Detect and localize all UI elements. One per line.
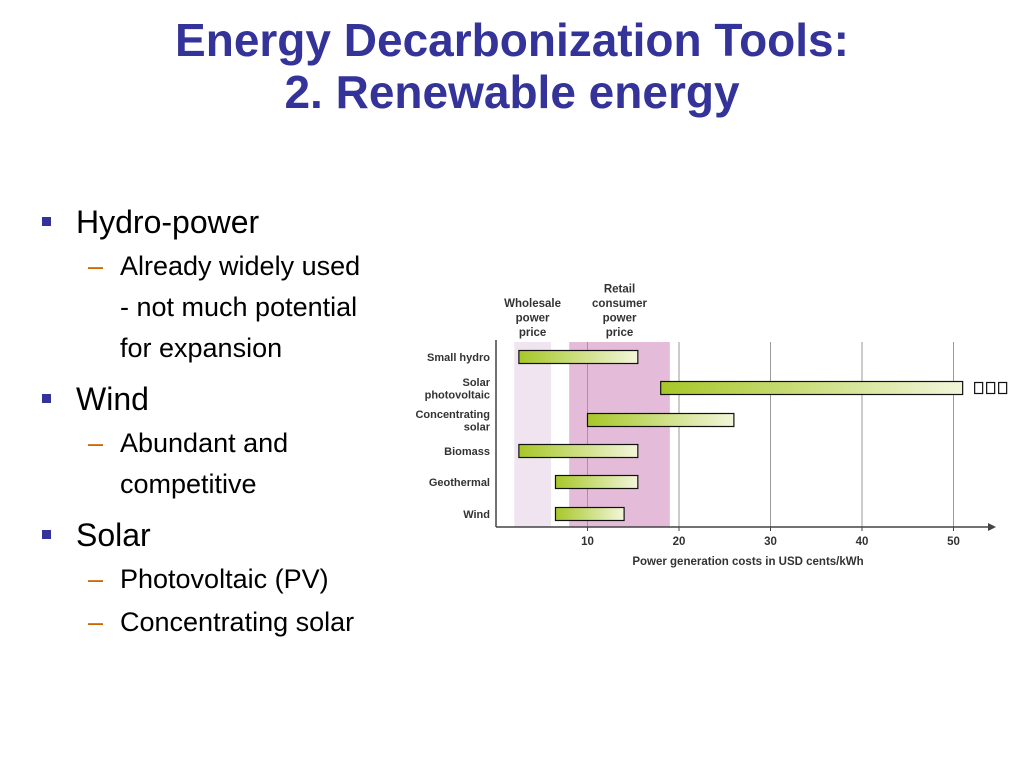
band-label: Wholesale (504, 298, 561, 310)
band-label: power (516, 313, 550, 325)
x-tick-label: 50 (947, 536, 960, 548)
overflow-marker-icon (998, 381, 1008, 395)
slide-title: Energy Decarbonization Tools: 2. Renewab… (0, 14, 1024, 118)
dash-icon: – (88, 607, 104, 637)
slide-title-line-2: 2. Renewable energy (284, 66, 740, 118)
sub-bullet-solar-1: – Photovoltaic (PV) (38, 559, 428, 600)
cost-bar (518, 443, 639, 459)
cost-bar (554, 506, 625, 522)
sub-bullet-wind-1: – Abundant and competitive (38, 423, 428, 505)
band-label: price (606, 327, 634, 339)
x-axis-arrow-icon (988, 523, 996, 531)
x-tick-label: 10 (581, 536, 594, 548)
bullet-label: Solar (76, 517, 151, 553)
dash-icon: – (88, 564, 104, 594)
category-label: solar (464, 421, 491, 433)
sub-bullet-text: Photovoltaic (PV) (120, 564, 329, 594)
x-tick-label: 40 (856, 536, 869, 548)
band-label: Retail (604, 284, 635, 296)
overflow-marker-icon (974, 381, 984, 395)
price-band-wholesale (514, 342, 551, 527)
bullet-solar: Solar (38, 513, 428, 557)
band-label: consumer (592, 298, 647, 310)
bullet-wind: Wind (38, 377, 428, 421)
category-label: Small hydro (427, 352, 490, 364)
bullet-list: Hydro-power – Already widely used - not … (38, 200, 428, 643)
overflow-marker-icon (986, 381, 996, 395)
cost-bar (518, 349, 639, 365)
sub-bullet-solar-2: – Concentrating solar (38, 602, 428, 643)
bullet-label: Hydro-power (76, 204, 260, 240)
bullet-square-icon (42, 530, 51, 539)
sub-bullet-hydro-1: – Already widely used - not much potenti… (38, 246, 428, 369)
price-band-retail (569, 342, 670, 527)
x-tick-label: 20 (673, 536, 686, 548)
category-label: Solar (462, 377, 490, 389)
cost-bar (554, 474, 639, 490)
band-label: price (519, 327, 547, 339)
sub-bullet-text: Already widely used - not much potential… (120, 251, 361, 363)
category-label: Concentrating (415, 409, 490, 421)
bullet-square-icon (42, 217, 51, 226)
x-axis-label: Power generation costs in USD cents/kWh (632, 556, 863, 568)
sub-bullet-text: Abundant and competitive (120, 428, 289, 499)
bullet-square-icon (42, 394, 51, 403)
power-cost-chart: Wholesale power price Retail consumer power pr… (415, 284, 1008, 568)
sub-bullet-text: Concentrating solar (120, 607, 355, 637)
category-label: photovoltaic (425, 389, 490, 401)
cost-bar (660, 380, 964, 396)
dash-icon: – (88, 428, 104, 458)
category-label: Geothermal (429, 477, 490, 489)
cost-bar (586, 412, 735, 428)
category-label: Biomass (444, 446, 490, 458)
bullet-hydro: Hydro-power (38, 200, 428, 244)
dash-icon: – (88, 251, 104, 281)
category-label: Wind (463, 509, 490, 521)
x-tick-label: 30 (764, 536, 777, 548)
bullet-label: Wind (76, 381, 149, 417)
slide-title-line-1: Energy Decarbonization Tools: (175, 14, 849, 66)
band-label: power (603, 313, 637, 325)
